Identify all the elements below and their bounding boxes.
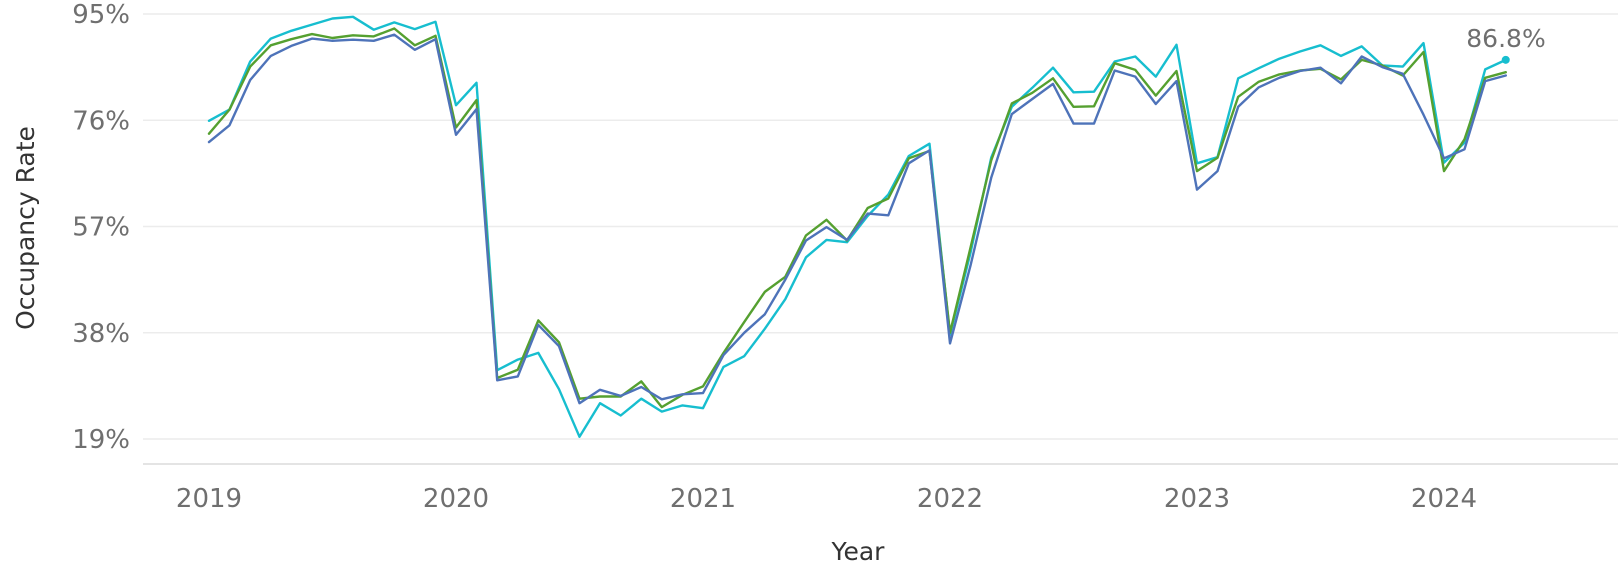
y-tick-label: 76% bbox=[72, 106, 130, 136]
series-line-1 bbox=[207, 15, 1508, 438]
gridlines bbox=[143, 13, 1618, 465]
x-tick-label: 2021 bbox=[670, 484, 736, 514]
y-tick-label: 57% bbox=[72, 213, 130, 243]
x-tick-label: 2019 bbox=[176, 484, 242, 514]
series-line-2 bbox=[207, 27, 1508, 409]
series-lines bbox=[207, 15, 1510, 438]
x-axis-ticks: 2019 2020 2021 2022 2023 2024 bbox=[176, 484, 1477, 514]
x-axis-title: Year bbox=[831, 537, 886, 566]
end-point-marker bbox=[1501, 55, 1510, 64]
x-tick-label: 2024 bbox=[1411, 484, 1477, 514]
x-tick-label: 2022 bbox=[917, 484, 983, 514]
end-value-label: 86.8% bbox=[1466, 24, 1545, 53]
y-tick-label: 38% bbox=[72, 319, 130, 349]
x-tick-label: 2020 bbox=[423, 484, 489, 514]
x-tick-label: 2023 bbox=[1164, 484, 1230, 514]
y-tick-label: 95% bbox=[72, 0, 130, 30]
y-axis-title: Occupancy Rate bbox=[11, 126, 40, 330]
y-axis-ticks: 19% 38% 57% 76% 95% bbox=[72, 0, 130, 455]
y-tick-label: 19% bbox=[72, 425, 130, 455]
series-line-3 bbox=[207, 33, 1508, 405]
